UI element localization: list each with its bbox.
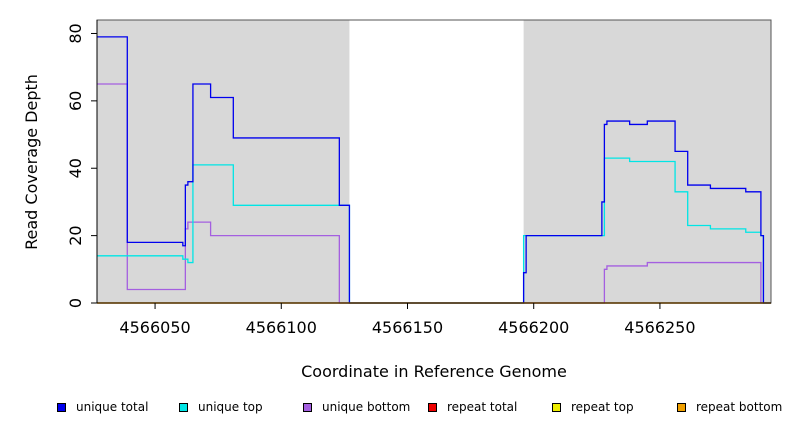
legend-item-repeat-total: repeat total: [428, 400, 517, 414]
x-axis-title: Coordinate in Reference Genome: [301, 362, 567, 381]
legend-item-unique-total: unique total: [57, 400, 148, 414]
coverage-chart: 0 20 40 60 80 4566050 4566100 4566150 4566200 456…: [22, 19, 772, 381]
x-tick-label: 4566200: [498, 318, 569, 337]
axes: 0 20 40 60 80 4566050 4566100 4566150 4566200 456…: [66, 19, 772, 337]
legend-label: repeat top: [571, 400, 634, 414]
x-tick-label: 4566100: [246, 318, 317, 337]
legend-label: unique bottom: [322, 400, 411, 414]
legend-swatch: [428, 402, 437, 412]
legend-item-unique-top: unique top: [179, 400, 263, 414]
y-tick-label: 60: [66, 91, 85, 111]
x-tick-label: 4566150: [372, 318, 443, 337]
legend-swatch: [57, 402, 66, 412]
legend-item-repeat-top: repeat top: [552, 400, 634, 414]
y-tick-label: 40: [66, 158, 85, 178]
shaded-regions: [97, 20, 771, 303]
legend-swatch: [552, 402, 561, 412]
legend-item-unique-bottom: unique bottom: [303, 400, 410, 414]
y-axis-title: Read Coverage Depth: [22, 74, 41, 250]
legend-swatch: [677, 402, 686, 412]
legend-label: unique total: [76, 400, 149, 414]
legend: unique total unique top unique bottom repea…: [0, 400, 792, 420]
legend-label: unique top: [198, 400, 263, 414]
legend-swatch: [303, 402, 312, 412]
legend-label: repeat total: [447, 400, 518, 414]
x-tick-label: 4566050: [119, 318, 190, 337]
shaded-region-1: [97, 20, 350, 303]
legend-label: repeat bottom: [696, 400, 783, 414]
series-line-unique-total: [97, 36, 771, 304]
legend-item-repeat-bottom: repeat bottom: [677, 400, 782, 414]
legend-swatch: [179, 402, 188, 412]
x-tick-label: 4566250: [624, 318, 695, 337]
y-tick-label: 20: [66, 225, 85, 245]
series-line-unique-bottom: [97, 83, 771, 304]
y-tick-label: 0: [66, 298, 85, 308]
y-tick-label: 80: [66, 23, 85, 43]
